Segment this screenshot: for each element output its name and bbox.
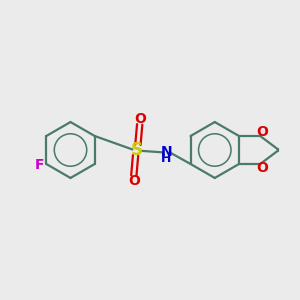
Text: H: H [161, 152, 171, 165]
Text: S: S [131, 141, 143, 159]
Text: O: O [134, 112, 146, 126]
Text: O: O [256, 160, 268, 175]
Text: O: O [256, 125, 268, 140]
Text: O: O [128, 174, 140, 188]
Text: F: F [35, 158, 44, 172]
Text: N: N [160, 146, 172, 159]
